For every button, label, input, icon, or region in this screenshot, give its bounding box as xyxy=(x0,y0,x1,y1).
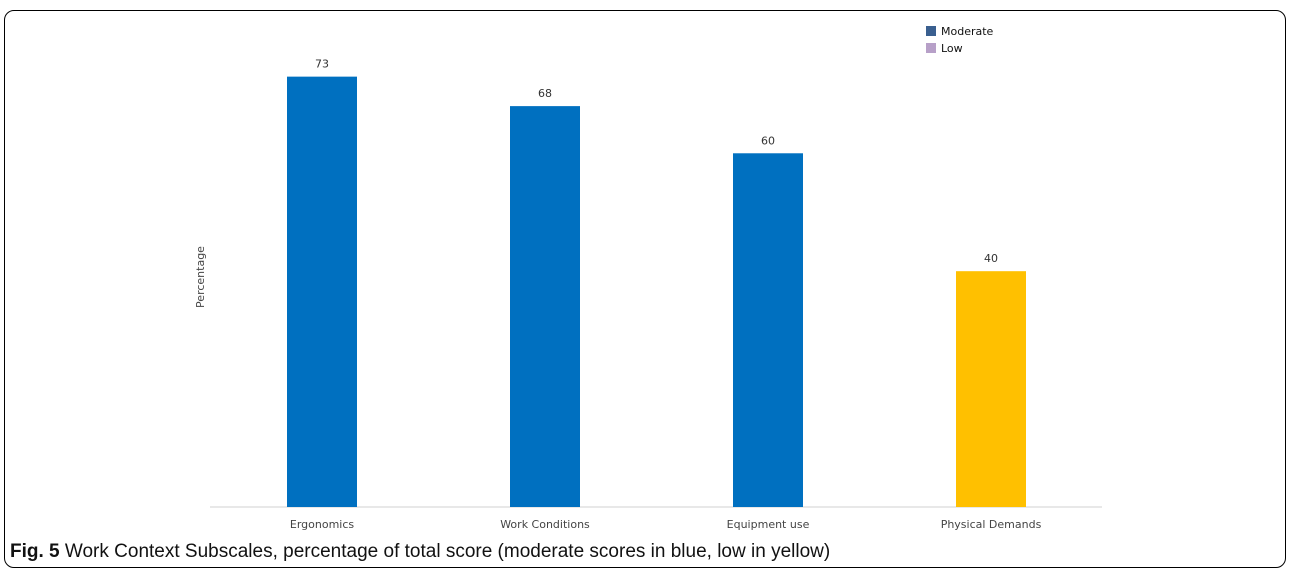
bar-chart: Percentage 73 Ergonomics 68 Work Conditions… xyxy=(194,25,1102,531)
x-tick-label-equipment-use: Equipment use xyxy=(727,518,810,531)
figure-frame xyxy=(4,10,1286,568)
figure-number: Fig. 5 xyxy=(10,541,60,562)
figure-caption: Fig. 5 Work Context Subscales, percentag… xyxy=(10,541,830,563)
legend-label-low: Low xyxy=(941,42,963,55)
y-axis-label: Percentage xyxy=(194,246,207,308)
caption-text: Work Context Subscales, percentage of to… xyxy=(59,541,831,562)
legend-swatch-moderate xyxy=(926,26,936,36)
data-label-physical-demands: 40 xyxy=(984,252,998,265)
legend-swatch-low xyxy=(926,43,936,53)
legend: Moderate Low xyxy=(926,25,994,55)
x-tick-label-physical-demands: Physical Demands xyxy=(941,518,1042,531)
data-label-work-conditions: 68 xyxy=(538,87,552,100)
bar-physical-demands xyxy=(956,271,1026,507)
bar-equipment-use xyxy=(733,153,803,508)
x-tick-label-ergonomics: Ergonomics xyxy=(290,518,355,531)
bar-ergonomics xyxy=(287,76,357,508)
x-tick-label-work-conditions: Work Conditions xyxy=(500,518,590,531)
bars-group: 73 Ergonomics 68 Work Conditions 60 Equipment… xyxy=(287,58,1042,531)
bar-work-conditions xyxy=(510,106,580,508)
data-label-equipment-use: 60 xyxy=(761,134,775,147)
data-label-ergonomics: 73 xyxy=(315,58,329,71)
legend-label-moderate: Moderate xyxy=(941,25,994,38)
